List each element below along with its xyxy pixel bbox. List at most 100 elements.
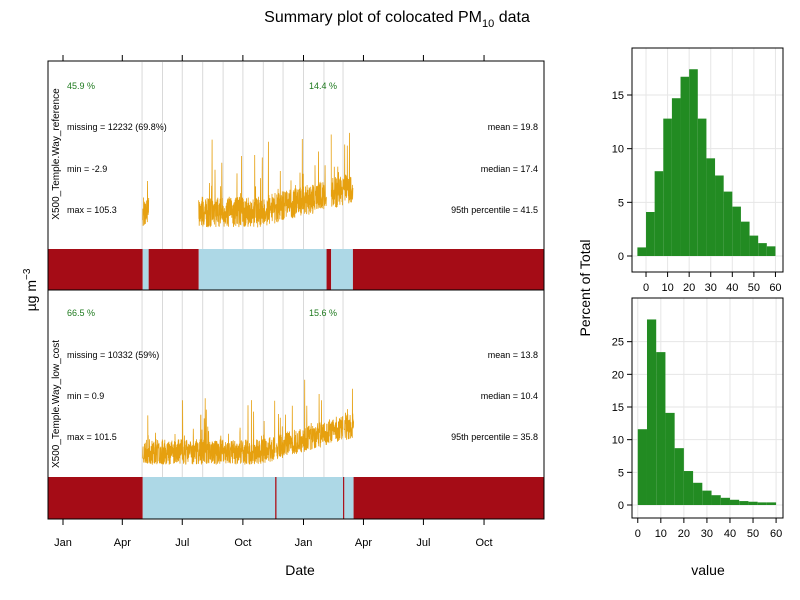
hist-x-tick-label: 20: [683, 282, 695, 294]
low-cost-availability-bar: [48, 477, 544, 519]
reference-series: [142, 132, 354, 228]
hist-frame: [631, 297, 784, 519]
ts-x-tick-label: Jan: [295, 537, 313, 549]
ts-x-tick-label: Oct: [234, 537, 251, 549]
hist-x-tick-label: 10: [661, 282, 673, 294]
hist-x-tick-label: 0: [635, 528, 641, 540]
availability-missing: [63, 249, 143, 290]
low-cost-max: max = 101.5: [67, 432, 117, 442]
hist-bar: [663, 118, 672, 256]
low-cost-min: min = 0.9: [67, 391, 104, 401]
reference-strip-label: X500_Temple.Way_reference: [51, 88, 62, 220]
reference-mean: mean = 19.8: [488, 122, 538, 132]
hist-frame: [631, 47, 784, 273]
hist-bar: [646, 319, 657, 505]
hist-bar: [706, 158, 716, 256]
hist-bar: [766, 502, 777, 505]
reference-pct-mid: 14.4 %: [309, 81, 337, 91]
low-cost-pct-mid: 15.6 %: [309, 308, 337, 318]
hist-bar: [757, 502, 767, 505]
hist-bar: [740, 221, 750, 256]
hist-bar: [671, 98, 681, 256]
series-line: [142, 180, 150, 226]
hist-bar: [689, 69, 698, 257]
hist-x-tick-label: 40: [726, 282, 738, 294]
availability-missing: [148, 249, 199, 290]
hist-x-tick-label: 0: [643, 282, 649, 294]
ts-x-tick-label: Apr: [114, 537, 131, 549]
hist-bar: [748, 501, 758, 505]
hist-bar: [637, 429, 647, 505]
reference-p95: 95th percentile = 41.5: [451, 205, 538, 215]
hist-bar: [732, 206, 741, 256]
hist-y-tick-label: 0: [618, 500, 624, 512]
hist-bar: [720, 497, 730, 505]
availability-missing: [48, 249, 63, 290]
hist-bar: [739, 501, 749, 505]
availability-present: [331, 249, 353, 290]
hist-x-tick-label: 10: [655, 528, 667, 540]
hist-y-tick-label: 5: [618, 197, 624, 209]
hist-bar: [729, 499, 740, 505]
hist-x-axis-title: value: [691, 562, 725, 578]
reference-median: median = 17.4: [481, 164, 538, 174]
hist-x-tick-label: 20: [678, 528, 690, 540]
histogram-reference: 0 5 10 15 0 10 20 30 40 50 60: [612, 47, 784, 294]
availability-present: [276, 477, 344, 519]
hist-bar: [656, 352, 666, 505]
hist-y-tick-label: 5: [618, 467, 624, 479]
reference-missing: missing = 12232 (69.8%): [67, 122, 167, 132]
histogram-low-cost: 0 5 10 15 20 25 0 10 20 30 40 50 60: [612, 297, 784, 540]
availability-present: [142, 249, 149, 290]
hist-bar: [680, 76, 690, 257]
hist-x-tick-label: 50: [747, 528, 759, 540]
panel-low-cost: 66.5 % 15.6 % missing = 10332 (59%) min …: [48, 308, 544, 519]
low-cost-pct-left: 66.5 %: [67, 308, 95, 318]
hist-y-tick-label: 0: [618, 251, 624, 263]
reference-max: max = 105.3: [67, 205, 117, 215]
hist-y-tick-label: 15: [612, 402, 624, 414]
ts-y-axis-title: µg m−3: [22, 268, 39, 311]
hist-y-tick-label: 10: [612, 435, 624, 447]
low-cost-missing: missing = 10332 (59%): [67, 350, 159, 360]
hist-bar: [637, 247, 647, 256]
availability-missing: [48, 477, 63, 519]
ts-x-tick-label: Apr: [355, 537, 372, 549]
time-series-panels: 45.9 % 14.4 % missing = 12232 (69.8%) mi…: [47, 55, 545, 549]
low-cost-median: median = 10.4: [481, 391, 538, 401]
hist-bar: [723, 191, 733, 256]
hist-bar: [711, 495, 721, 505]
ts-x-tick-label: Jan: [54, 537, 72, 549]
ts-x-axis-title: Date: [285, 562, 315, 578]
hist-y-tick-label: 20: [612, 369, 624, 381]
hist-bar: [646, 211, 655, 256]
panel-reference: 45.9 % 14.4 % missing = 12232 (69.8%) mi…: [48, 81, 544, 290]
hist-bar: [683, 471, 694, 505]
hist-bar: [665, 412, 675, 505]
hist-x-tick-label: 30: [705, 282, 717, 294]
hist-bar: [715, 175, 724, 256]
availability-missing: [326, 249, 332, 290]
hist-x-tick-label: 30: [701, 528, 713, 540]
series-line: [344, 388, 354, 440]
series-line: [142, 398, 276, 465]
reference-pct-left: 45.9 %: [67, 81, 95, 91]
hist-bar: [758, 243, 767, 256]
hist-y-tick-label: 25: [612, 337, 624, 349]
hist-bar: [697, 118, 707, 256]
hist-bar: [654, 171, 664, 256]
availability-missing: [343, 477, 345, 519]
hist-x-tick-label: 50: [748, 282, 760, 294]
availability-present: [142, 477, 276, 519]
hist-bar: [674, 448, 684, 505]
hist-bar: [749, 235, 759, 256]
series-line: [198, 138, 327, 228]
low-cost-mean: mean = 13.8: [488, 350, 538, 360]
availability-missing: [353, 477, 544, 519]
chart-title: Summary plot of colocated PM10 data: [264, 9, 530, 30]
hist-bar: [702, 490, 712, 505]
hist-x-tick-label: 60: [770, 528, 782, 540]
hist-x-tick-label: 40: [724, 528, 736, 540]
hist-y-tick-label: 10: [612, 144, 624, 156]
